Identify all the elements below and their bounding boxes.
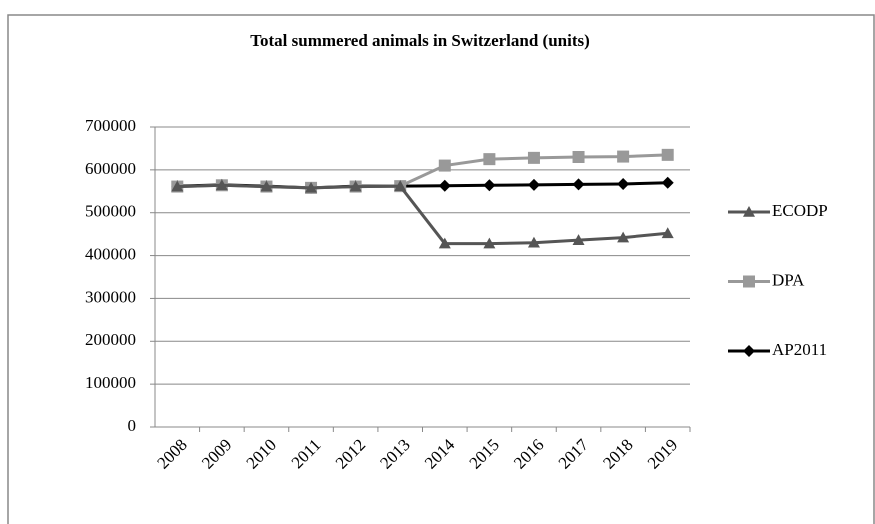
marker (215, 179, 228, 191)
marker (661, 148, 674, 161)
legend-label: ECODP (772, 201, 828, 220)
marker (260, 180, 273, 192)
marker (527, 151, 540, 164)
legend-label: AP2011 (772, 340, 827, 359)
marker (743, 345, 755, 357)
y-tick-label: 500000 (85, 202, 136, 221)
y-tick-label: 200000 (85, 330, 136, 349)
marker (572, 151, 585, 163)
chart-frame (7, 14, 875, 524)
chart-title: Total summered animals in Switzerland (u… (250, 31, 590, 50)
y-tick-label: 300000 (85, 287, 136, 306)
marker (394, 180, 407, 191)
marker (483, 179, 496, 192)
marker (438, 159, 451, 172)
marker (483, 153, 496, 166)
legend-label: DPA (772, 270, 805, 289)
y-tick-label: 0 (128, 416, 137, 435)
y-tick-label: 400000 (85, 244, 136, 263)
marker (743, 206, 755, 217)
series-line (177, 183, 668, 246)
marker (661, 227, 674, 239)
marker (527, 236, 540, 248)
marker (661, 176, 674, 189)
marker (572, 234, 585, 245)
marker (171, 180, 184, 192)
marker (527, 178, 540, 191)
marker (617, 178, 630, 190)
marker (438, 237, 451, 249)
y-tick-label: 700000 (85, 116, 136, 135)
marker (305, 181, 318, 193)
marker (438, 179, 451, 192)
marker (617, 150, 630, 163)
marker (349, 180, 362, 192)
y-tick-label: 100000 (85, 373, 136, 392)
marker (617, 231, 630, 243)
marker (743, 275, 755, 288)
y-tick-label: 600000 (85, 159, 136, 178)
marker (483, 237, 496, 249)
marker (572, 178, 585, 191)
